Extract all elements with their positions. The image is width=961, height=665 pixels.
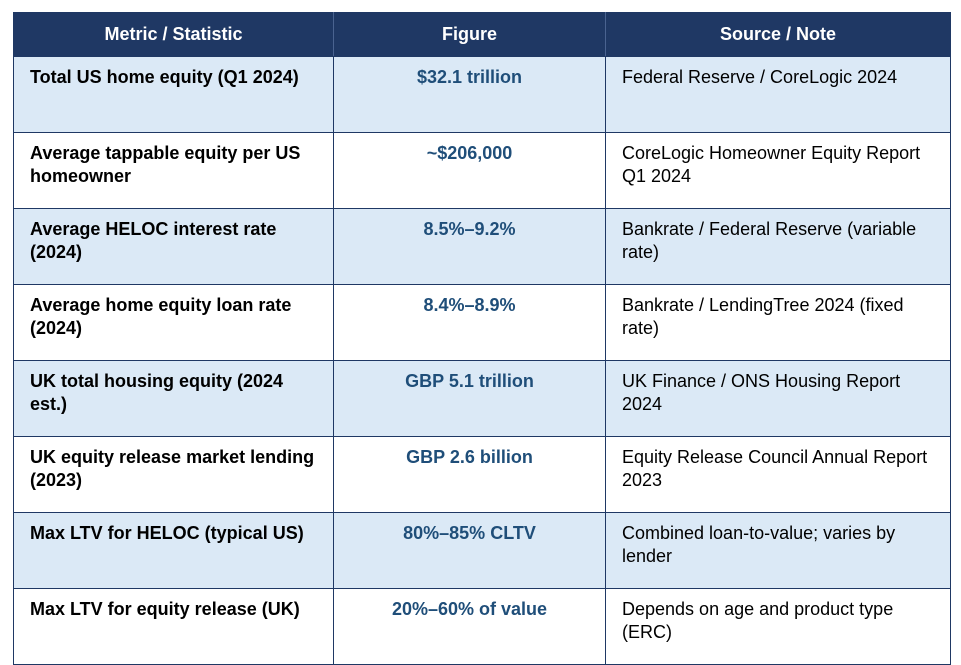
metric-cell: UK equity release market lending (2023) [13,436,334,513]
source-cell: Depends on age and product type (ERC) [605,588,951,665]
column-header-metric: Metric / Statistic [13,12,334,57]
source-cell: Combined loan-to-value; varies by lender [605,512,951,589]
metric-cell: Max LTV for equity release (UK) [13,588,334,665]
figure-cell: 80%–85% CLTV [333,512,606,589]
table-row: Average HELOC interest rate (2024) 8.5%–… [13,208,951,285]
figure-cell: 20%–60% of value [333,588,606,665]
figure-cell: GBP 2.6 billion [333,436,606,513]
figure-cell: 8.5%–9.2% [333,208,606,285]
figure-cell: ~$206,000 [333,132,606,209]
table-row: UK equity release market lending (2023) … [13,436,951,513]
equity-statistics-table: Metric / Statistic Figure Source / Note … [13,12,951,665]
table-row: Max LTV for HELOC (typical US) 80%–85% C… [13,512,951,589]
table-row: Average tappable equity per US homeowner… [13,132,951,209]
source-cell: UK Finance / ONS Housing Report 2024 [605,360,951,437]
table-header-row: Metric / Statistic Figure Source / Note [13,12,951,57]
source-cell: Equity Release Council Annual Report 202… [605,436,951,513]
table-row: Max LTV for equity release (UK) 20%–60% … [13,588,951,665]
table-row: Average home equity loan rate (2024) 8.4… [13,284,951,361]
metric-cell: UK total housing equity (2024 est.) [13,360,334,437]
metric-cell: Average tappable equity per US homeowner [13,132,334,209]
figure-cell: $32.1 trillion [333,56,606,133]
source-cell: CoreLogic Homeowner Equity Report Q1 202… [605,132,951,209]
table-row: Total US home equity (Q1 2024) $32.1 tri… [13,56,951,133]
column-header-source: Source / Note [605,12,951,57]
source-cell: Federal Reserve / CoreLogic 2024 [605,56,951,133]
metric-cell: Total US home equity (Q1 2024) [13,56,334,133]
source-cell: Bankrate / Federal Reserve (variable rat… [605,208,951,285]
table-row: UK total housing equity (2024 est.) GBP … [13,360,951,437]
metric-cell: Average HELOC interest rate (2024) [13,208,334,285]
metric-cell: Max LTV for HELOC (typical US) [13,512,334,589]
figure-cell: 8.4%–8.9% [333,284,606,361]
column-header-figure: Figure [333,12,606,57]
figure-cell: GBP 5.1 trillion [333,360,606,437]
metric-cell: Average home equity loan rate (2024) [13,284,334,361]
source-cell: Bankrate / LendingTree 2024 (fixed rate) [605,284,951,361]
